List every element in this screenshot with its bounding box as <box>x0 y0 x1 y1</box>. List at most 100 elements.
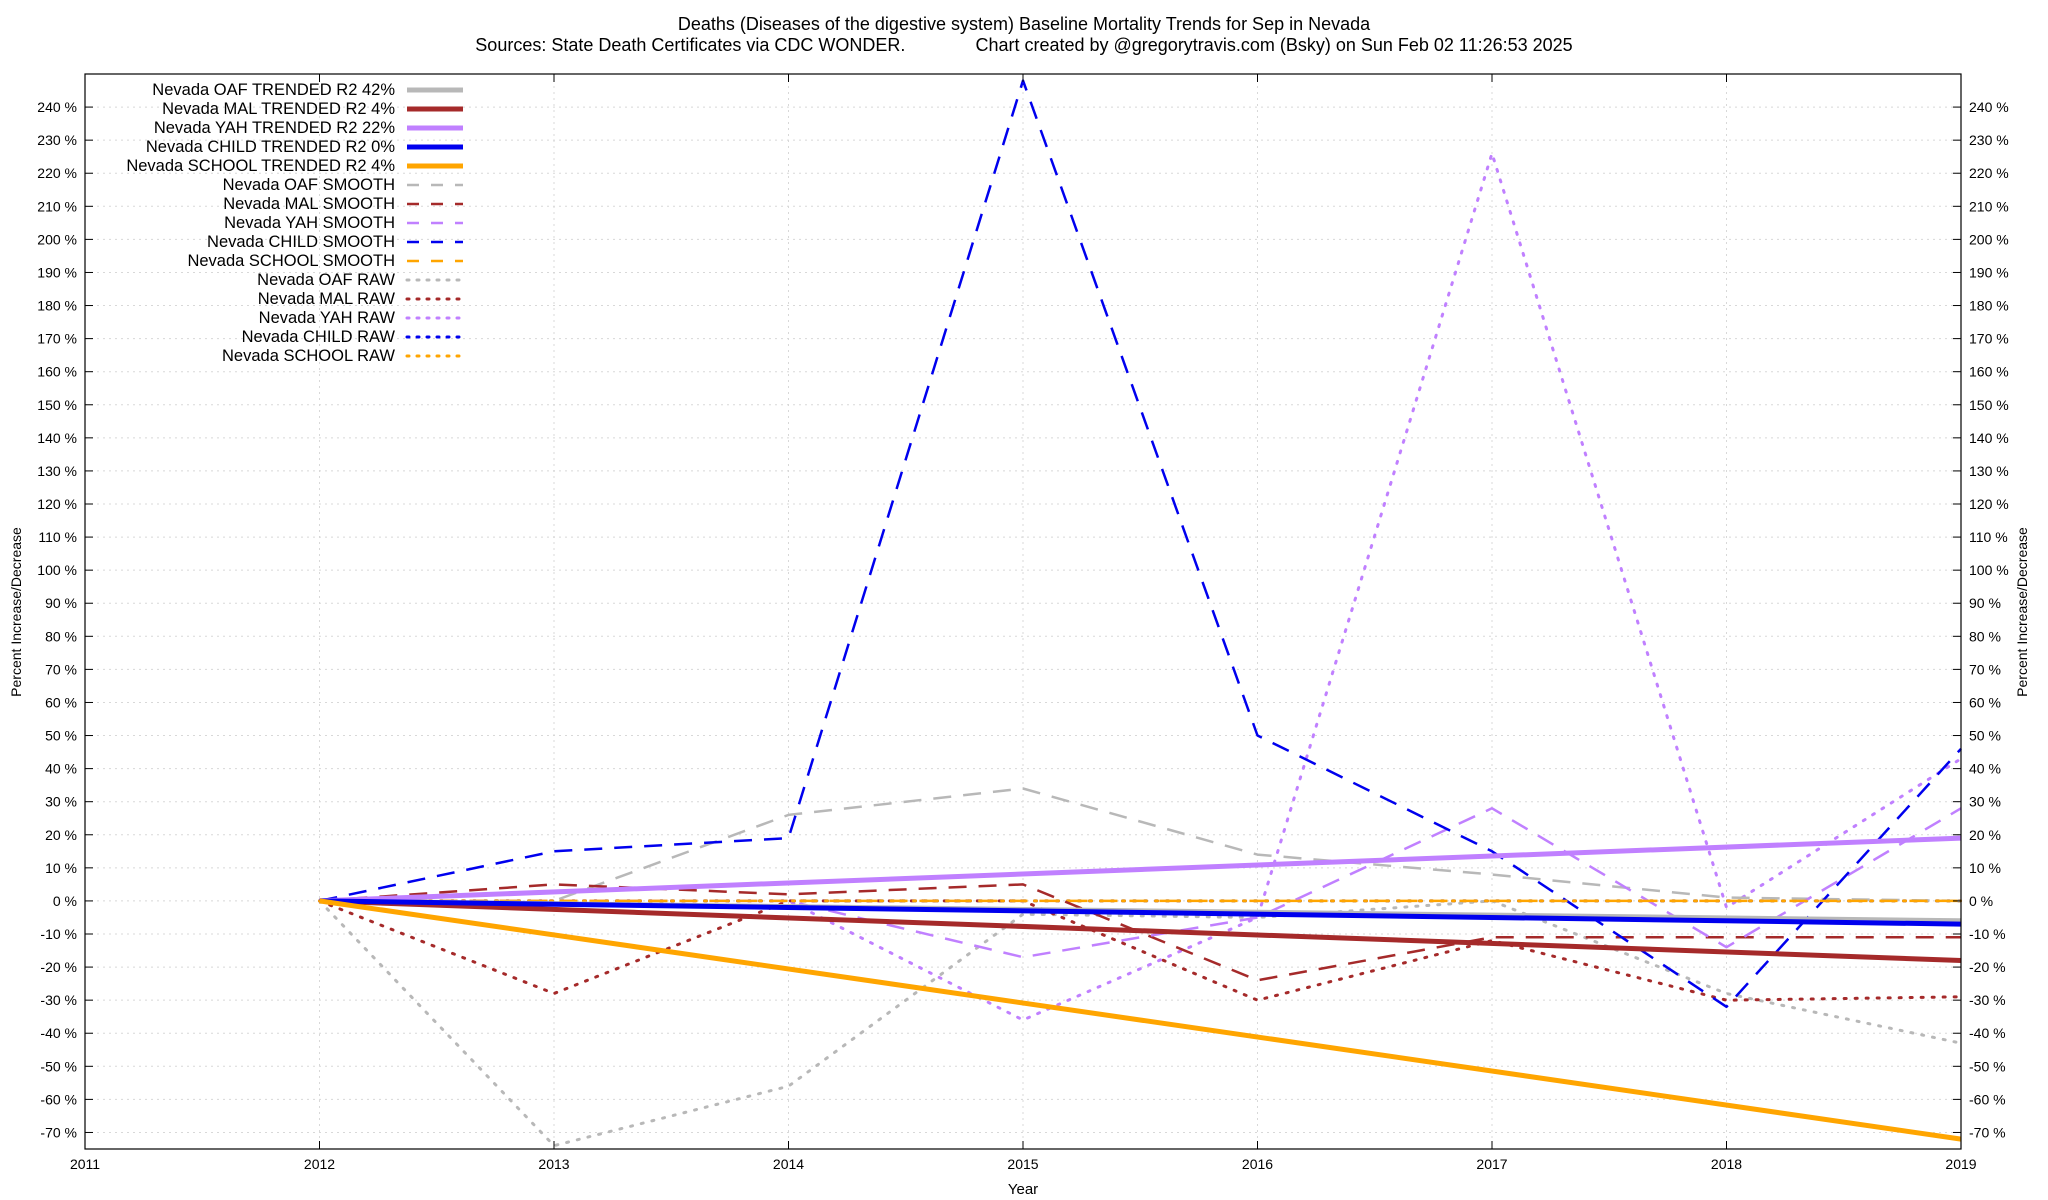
y-tick-label-right: 10 % <box>1969 860 2001 876</box>
y-tick-label-left: 30 % <box>45 794 77 810</box>
y-tick-label-left: 150 % <box>37 397 77 413</box>
y-tick-label-right: 140 % <box>1969 430 2009 446</box>
y-tick-label-left: 190 % <box>37 264 77 280</box>
y-tick-label-left: 180 % <box>37 298 77 314</box>
y-tick-label-right: 100 % <box>1969 562 2009 578</box>
x-tick-label: 2019 <box>1945 1156 1976 1172</box>
y-tick-label-left: 230 % <box>37 132 77 148</box>
y-tick-label-right: 180 % <box>1969 298 2009 314</box>
y-tick-label-right: -30 % <box>1969 992 2006 1008</box>
axis-ticks: 2011 2012 2013 2014 2015 2016 2017 2018 2019 240 … <box>37 74 2009 1172</box>
y-tick-label-left: 130 % <box>37 463 77 479</box>
x-tick-label: 2012 <box>304 1156 335 1172</box>
y-tick-label-left: 70 % <box>45 661 77 677</box>
y-tick-label-right: 110 % <box>1969 529 2008 545</box>
y-tick-label-right: 60 % <box>1969 694 2001 710</box>
legend: Nevada OAF TRENDED R2 42%Nevada MAL TREN… <box>126 81 465 365</box>
y2-axis-label: Percent Increase/Decrease <box>2014 527 2030 697</box>
x-axis-label: Year <box>1008 1181 1038 1198</box>
y-tick-label-right: 170 % <box>1969 331 2009 347</box>
x-tick-label: 2017 <box>1476 1156 1507 1172</box>
x-tick-label: 2015 <box>1007 1156 1038 1172</box>
y-tick-label-left: 120 % <box>37 496 77 512</box>
x-tick-label: 2013 <box>538 1156 569 1172</box>
y-tick-label-left: 0 % <box>53 893 77 909</box>
y-tick-label-right: 80 % <box>1969 628 2001 644</box>
y-tick-label-left: 170 % <box>37 331 77 347</box>
y-tick-label-left: 20 % <box>45 827 77 843</box>
x-tick-label: 2018 <box>1711 1156 1742 1172</box>
y-tick-label-right: -50 % <box>1969 1058 2006 1074</box>
y-tick-label-left: -50 % <box>40 1058 77 1074</box>
legend-label: Nevada SCHOOL RAW <box>222 347 395 365</box>
y-tick-label-right: 90 % <box>1969 595 2001 611</box>
y-tick-label-right: 220 % <box>1969 165 2009 181</box>
y-tick-label-right: 240 % <box>1969 99 2009 115</box>
y-tick-label-left: -70 % <box>40 1124 77 1140</box>
series-line-3 <box>319 898 1962 927</box>
series-line-4 <box>319 898 1962 1142</box>
legend-label: Nevada YAH SMOOTH <box>224 214 395 232</box>
legend-label: Nevada YAH RAW <box>259 309 396 327</box>
y-tick-label-right: -70 % <box>1969 1124 2006 1140</box>
legend-label: Nevada YAH TRENDED R2 22% <box>154 119 396 137</box>
y-tick-label-left: 80 % <box>45 628 77 644</box>
y-axis-label: Percent Increase/Decrease <box>8 527 24 697</box>
legend-label: Nevada CHILD SMOOTH <box>207 233 395 251</box>
grid-lines <box>85 74 1961 1149</box>
y-tick-label-left: -10 % <box>40 926 77 942</box>
y-tick-label-left: 110 % <box>38 529 77 545</box>
series-line-8 <box>319 79 1962 1009</box>
y-tick-label-left: -40 % <box>40 1025 77 1041</box>
y-tick-label-left: 100 % <box>37 562 77 578</box>
legend-label: Nevada CHILD TRENDED R2 0% <box>146 138 395 156</box>
y-tick-label-right: 130 % <box>1969 463 2009 479</box>
y-tick-label-right: -20 % <box>1969 959 2006 975</box>
series-layer <box>318 79 1963 1148</box>
legend-label: Nevada CHILD RAW <box>242 328 396 346</box>
legend-label: Nevada OAF SMOOTH <box>223 176 395 194</box>
legend-label: Nevada SCHOOL TRENDED R2 4% <box>126 157 395 175</box>
y-tick-label-right: 200 % <box>1969 231 2009 247</box>
legend-label: Nevada MAL RAW <box>258 290 396 308</box>
y-tick-label-right: 70 % <box>1969 661 2001 677</box>
chart-subtitle: Sources: State Death Certificates via CD… <box>475 35 1572 55</box>
y-tick-label-right: 40 % <box>1969 761 2001 777</box>
y-tick-label-left: 10 % <box>45 860 77 876</box>
y-tick-label-left: 210 % <box>37 198 77 214</box>
y-tick-label-right: 230 % <box>1969 132 2009 148</box>
y-tick-label-right: 30 % <box>1969 794 2001 810</box>
y-tick-label-right: 50 % <box>1969 728 2001 744</box>
y-tick-label-left: -30 % <box>40 992 77 1008</box>
y-tick-label-left: 50 % <box>45 728 77 744</box>
series-line-10 <box>318 899 1963 1148</box>
y-tick-label-left: 200 % <box>37 231 77 247</box>
series-line-6 <box>319 883 1961 982</box>
legend-label: Nevada SCHOOL SMOOTH <box>187 252 395 270</box>
y-tick-label-right: 160 % <box>1969 364 2009 380</box>
x-tick-label: 2016 <box>1242 1156 1273 1172</box>
x-tick-label: 2014 <box>773 1156 804 1172</box>
y-tick-label-left: 60 % <box>45 694 77 710</box>
y-tick-label-left: 140 % <box>37 430 77 446</box>
legend-label: Nevada OAF RAW <box>257 271 395 289</box>
y-tick-label-left: 160 % <box>37 364 77 380</box>
y-tick-label-left: 240 % <box>37 99 77 115</box>
y-tick-label-right: -10 % <box>1969 926 2006 942</box>
y-tick-label-right: 20 % <box>1969 827 2001 843</box>
y-tick-label-right: 0 % <box>1969 893 1993 909</box>
legend-label: Nevada MAL TRENDED R2 4% <box>162 100 395 118</box>
y-tick-label-right: -40 % <box>1969 1025 2006 1041</box>
y-tick-label-left: -20 % <box>40 959 77 975</box>
y-tick-label-left: 40 % <box>45 761 77 777</box>
legend-label: Nevada MAL SMOOTH <box>223 195 395 213</box>
legend-label: Nevada OAF TRENDED R2 42% <box>152 81 395 99</box>
y-tick-label-left: -60 % <box>40 1091 77 1107</box>
series-line-2 <box>319 835 1962 904</box>
y-tick-label-left: 90 % <box>45 595 77 611</box>
chart-title: Deaths (Diseases of the digestive system… <box>678 14 1371 34</box>
y-tick-label-left: 220 % <box>37 165 77 181</box>
x-tick-label: 2011 <box>70 1156 100 1172</box>
series-line-1 <box>319 898 1962 963</box>
